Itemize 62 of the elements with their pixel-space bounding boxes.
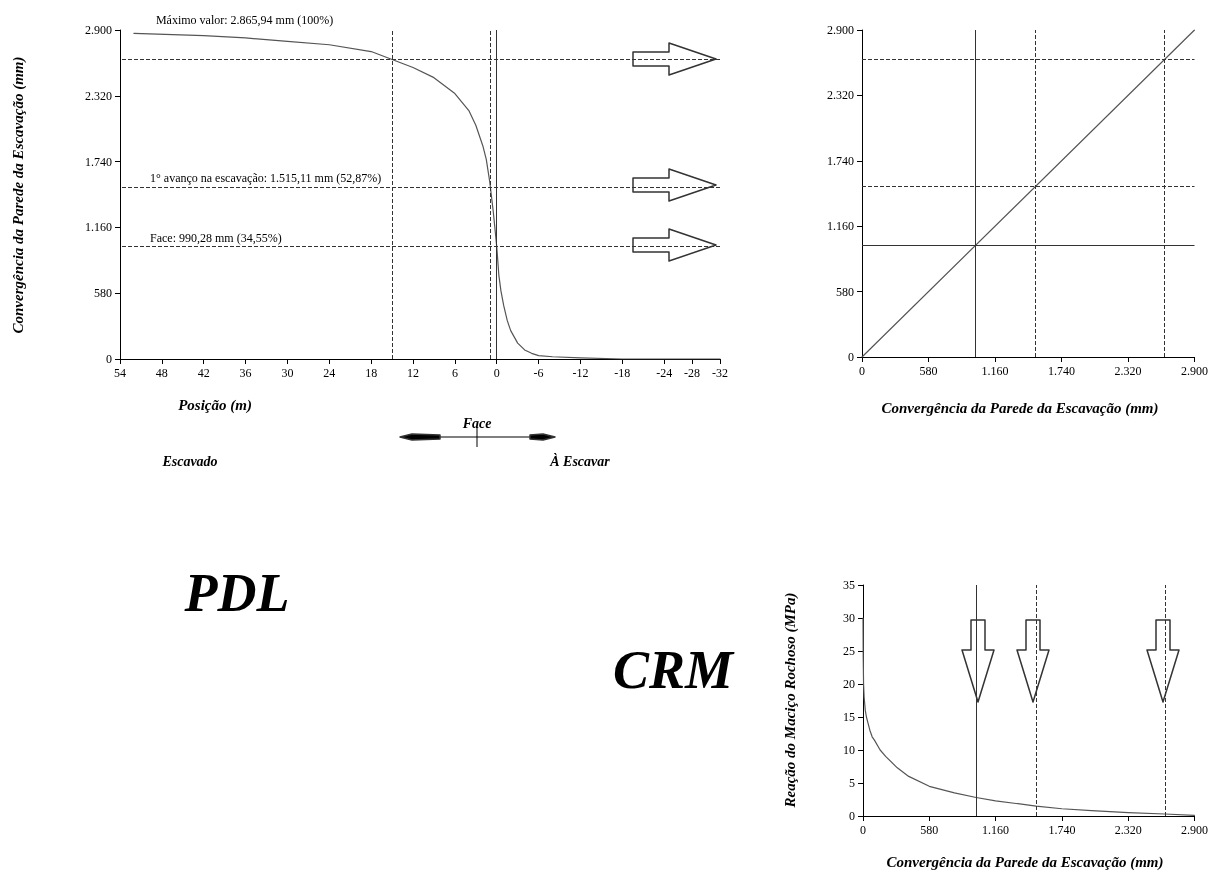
x-axis-title: Posição (m) [178,397,252,414]
x-tick-label: -12 [572,366,589,380]
y-tick-label: 580 [94,286,112,301]
y-tick-label: 1.160 [85,220,112,235]
y-tick-label: 20 [843,677,855,691]
x-tick-label: 6 [451,366,458,380]
text: Escavado [161,453,218,469]
y-tick-label: 0 [849,809,855,823]
text: À Escavar [549,452,611,469]
text: Face [461,415,492,431]
x-tick-label: -32 [712,366,728,380]
y-tick-label: 35 [843,578,855,592]
y-tick-label: 10 [843,743,855,757]
y-tick-label: 15 [843,710,855,724]
x-tick-label: 2.900 [1181,823,1208,837]
y-tick-label: 2.900 [85,23,112,37]
x-tick-label: 1.740 [1048,823,1076,837]
x-tick-label: 18 [365,366,378,380]
y-tick-label: 1.160 [827,219,854,234]
x-tick-label: 2.900 [1181,364,1208,378]
x-tick-label: -24 [656,366,673,380]
x-tick-label: 12 [407,366,420,380]
y-tick-label: 2.320 [827,88,854,103]
ref-line-label: 1° avanço na escavação: 1.515,11 mm (52,87%) [150,171,382,186]
x-axis-title: Convergência da Parede da Escavação (mm) [886,854,1164,871]
x-tick-label: 48 [155,366,168,380]
x-tick-label: 30 [281,366,294,380]
y-axis-title: Convergência da Parede da Escavação (mm) [10,56,27,334]
y-tick-label: 1.740 [827,153,854,168]
x-tick-label: 0 [859,364,865,378]
annotation: Máximo valor: 2.865,94 mm (100%) [155,12,334,27]
x-tick-label: -18 [614,366,631,380]
text: PDL [183,563,290,623]
x-tick-label: 580 [919,364,938,378]
x-tick-label: 36 [239,366,252,380]
x-tick-label: 580 [920,823,939,837]
x-axis-title: Convergência da Parede da Escavação (mm) [881,400,1159,417]
y-tick-label: 0 [848,350,854,364]
x-tick-label: 24 [323,366,336,380]
y-tick-label: 30 [843,611,855,625]
x-tick-label: -28 [684,366,701,380]
x-tick-label: 1.160 [981,364,1009,378]
x-tick-label: 1.740 [1048,364,1075,378]
x-tick-label: 0 [860,823,866,837]
y-tick-label: 2.320 [85,88,112,103]
line-series [133,32,721,360]
y-tick-label: 25 [843,644,855,658]
x-tick-label: 0 [493,366,500,380]
x-tick-label: -6 [533,366,544,380]
y-tick-label: 0 [106,352,112,366]
y-tick-label: 580 [836,284,854,299]
x-tick-label: 54 [114,366,126,380]
x-tick-label: 2.320 [1114,823,1142,837]
x-tick-label: 2.320 [1114,364,1142,378]
x-tick-label: 42 [197,366,210,380]
y-tick-label: 1.740 [85,154,112,169]
x-tick-label: 1.160 [982,823,1010,837]
y-axis-title: Reação do Maciço Rochoso (MPa) [782,592,799,809]
y-tick-label: 5 [849,776,855,790]
ref-line-label: Face: 990,28 mm (34,55%) [150,230,282,245]
text: CRM [612,640,735,700]
y-tick-label: 2.900 [827,23,854,37]
